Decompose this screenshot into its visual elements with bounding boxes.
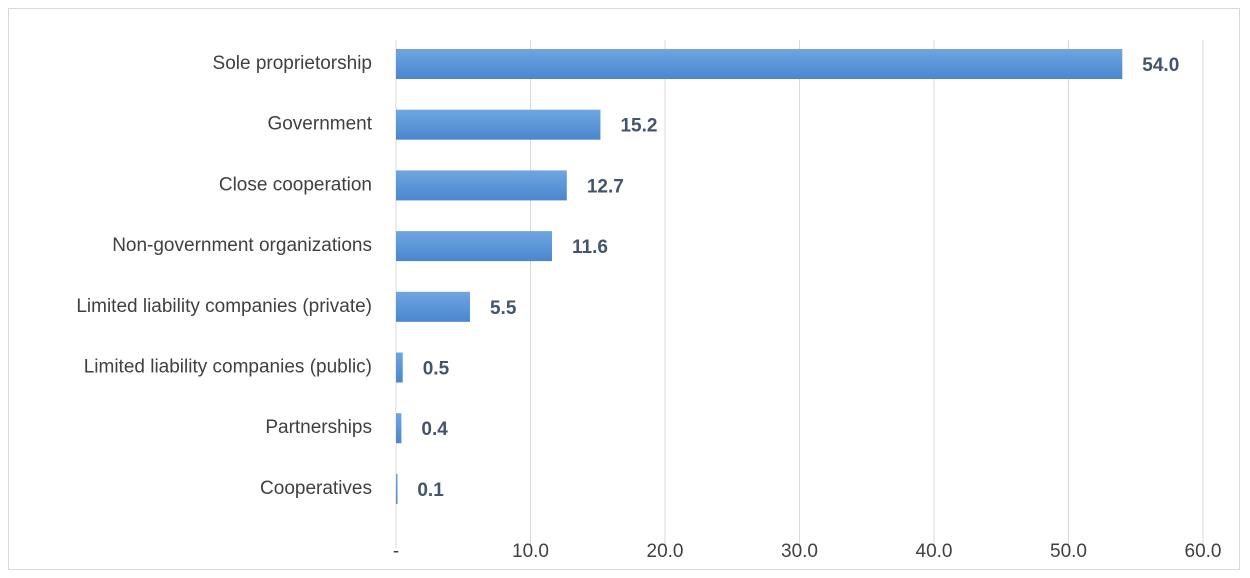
bars — [396, 49, 1123, 504]
data-label: 15.2 — [620, 116, 657, 137]
data-label: 11.6 — [572, 237, 608, 258]
category-label: Partnerships — [265, 417, 372, 438]
bar — [396, 109, 601, 140]
bar — [396, 49, 1123, 79]
data-label: 12.7 — [587, 176, 624, 197]
category-label: Government — [267, 114, 372, 135]
x-tick-label: 50.0 — [1050, 541, 1087, 562]
labels: - 10.0 20.0 30.0 40.0 50.0 60.0 Sole proprietor… — [76, 53, 1221, 562]
chart-frame — [8, 8, 1240, 570]
data-label: 5.5 — [490, 298, 517, 319]
data-label: 54.0 — [1142, 55, 1179, 76]
bar — [396, 352, 403, 383]
x-tick-label: 20.0 — [647, 541, 684, 562]
x-tick-label: 10.0 — [512, 541, 549, 562]
data-label: 0.1 — [417, 480, 444, 501]
bar — [396, 291, 470, 322]
bar — [396, 473, 398, 504]
data-label: 0.5 — [423, 359, 450, 380]
category-label: Limited liability companies (public) — [84, 357, 372, 378]
category-label: Limited liability companies (private) — [76, 296, 372, 317]
x-tick-label: - — [393, 541, 399, 562]
bar — [396, 170, 567, 201]
x-tick-label: 60.0 — [1185, 541, 1222, 562]
x-tick-label: 30.0 — [781, 541, 818, 562]
category-label: Close cooperation — [219, 174, 372, 195]
x-tick-label: 40.0 — [916, 541, 953, 562]
category-label: Non-government organizations — [112, 235, 372, 256]
bar — [396, 413, 402, 444]
data-label: 0.4 — [421, 419, 448, 440]
category-label: Sole proprietorship — [213, 53, 372, 74]
category-label: Cooperatives — [260, 478, 372, 499]
bar — [396, 231, 553, 262]
